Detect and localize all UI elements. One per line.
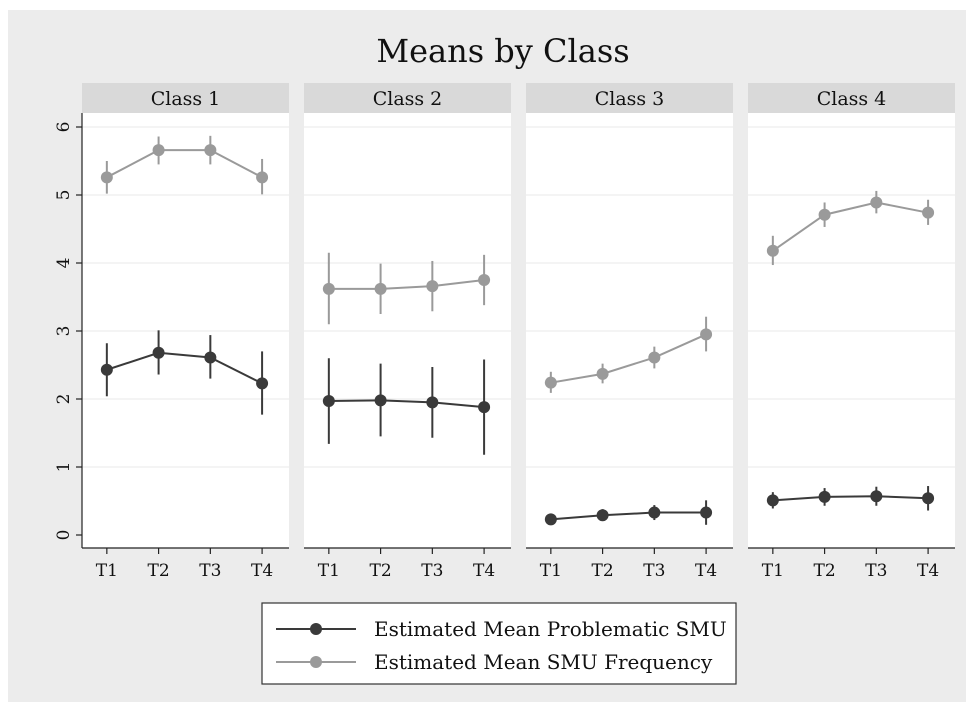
- data-point: [922, 206, 935, 219]
- panel-header: [82, 83, 289, 113]
- x-tick-label: T2: [148, 561, 170, 581]
- x-tick-label: T1: [96, 561, 118, 581]
- data-point: [152, 346, 165, 359]
- legend-label: Estimated Mean SMU Frequency: [374, 650, 713, 674]
- data-point: [870, 196, 883, 209]
- panel-label: Class 1: [151, 88, 221, 110]
- x-tick-label: T3: [421, 561, 443, 581]
- panel-3: Class 3 T1 T2 T3 T4: [526, 83, 733, 581]
- x-tick-label: T3: [199, 561, 221, 581]
- data-point: [648, 506, 661, 519]
- series-problematic-smu: [544, 500, 713, 526]
- data-point: [256, 377, 269, 390]
- legend-label: Estimated Mean Problematic SMU: [374, 617, 727, 641]
- x-tick-label: T4: [251, 561, 273, 581]
- x-tick-label: T1: [762, 561, 784, 581]
- data-point: [204, 351, 217, 364]
- panel-header: [748, 83, 955, 113]
- x-tick-label: T1: [318, 561, 340, 581]
- y-tick-label: 5: [54, 190, 74, 201]
- data-point: [870, 490, 883, 503]
- panel-header: [304, 83, 511, 113]
- series-line: [328, 399, 485, 409]
- data-point: [818, 208, 831, 221]
- x-tick-label: T4: [917, 561, 939, 581]
- panel-label: Class 4: [817, 88, 887, 110]
- panels-group: Class 1 T1 T2 T3 T4 Class 2 T1 T2 T3 T4 Class 3 T1 T…: [54, 83, 955, 581]
- x-tick-label: T2: [592, 561, 614, 581]
- panel-4: Class 4 T1 T2 T3 T4: [748, 83, 955, 581]
- series-line: [550, 511, 707, 521]
- series-line: [106, 351, 263, 385]
- data-point: [544, 513, 557, 526]
- data-point: [544, 376, 557, 389]
- panel-label: Class 3: [595, 88, 665, 110]
- data-point: [766, 494, 779, 507]
- data-point: [374, 282, 387, 295]
- legend-marker: [310, 623, 322, 635]
- y-axis: 0 1 2 3 4 5 6: [54, 113, 83, 548]
- data-point: [700, 506, 713, 519]
- series-smu-frequency: [544, 316, 713, 393]
- panel-1: Class 1 T1 T2 T3 T4: [82, 83, 289, 581]
- series-problematic-smu: [766, 486, 935, 511]
- data-point: [152, 144, 165, 157]
- data-point: [596, 367, 609, 380]
- series-line: [550, 333, 707, 384]
- series-line: [328, 279, 485, 290]
- series-problematic-smu: [100, 330, 269, 415]
- series-smu-frequency: [322, 252, 491, 325]
- y-tick-label: 3: [54, 326, 74, 337]
- data-point: [204, 144, 217, 157]
- data-point: [596, 509, 609, 522]
- data-point: [100, 363, 113, 376]
- y-tick-label: 4: [54, 258, 74, 269]
- series-line: [772, 201, 929, 252]
- data-point: [322, 282, 335, 295]
- x-tick-label: T3: [865, 561, 887, 581]
- data-point: [374, 394, 387, 407]
- data-point: [426, 396, 439, 409]
- data-point: [766, 244, 779, 257]
- y-tick-label: 2: [54, 394, 74, 405]
- legend-marker: [310, 656, 322, 668]
- y-tick-label: 0: [54, 530, 74, 541]
- data-point: [818, 490, 831, 503]
- data-point: [322, 395, 335, 408]
- legend-box: [261, 602, 737, 685]
- y-tick-label: 6: [54, 122, 74, 133]
- legend-entry: Estimated Mean SMU Frequency: [276, 650, 713, 674]
- chart-title: Means by Class: [376, 32, 629, 70]
- legend-entry: Estimated Mean Problematic SMU: [276, 617, 727, 641]
- legend: Estimated Mean Problematic SMU Estimated …: [261, 602, 737, 685]
- data-point: [478, 401, 491, 414]
- x-tick-label: T3: [643, 561, 665, 581]
- x-tick-label: T4: [695, 561, 717, 581]
- x-tick-label: T2: [370, 561, 392, 581]
- x-tick-label: T4: [473, 561, 495, 581]
- series-smu-frequency: [766, 190, 935, 266]
- data-point: [100, 171, 113, 184]
- x-tick-label: T2: [814, 561, 836, 581]
- panel-label: Class 2: [373, 88, 443, 110]
- series-problematic-smu: [322, 358, 491, 455]
- x-tick-label: T1: [540, 561, 562, 581]
- series-line: [772, 495, 929, 502]
- data-point: [700, 328, 713, 341]
- panel-header: [526, 83, 733, 113]
- panel-2: Class 2 T1 T2 T3 T4: [304, 83, 511, 581]
- data-point: [426, 280, 439, 293]
- data-point: [256, 171, 269, 184]
- y-tick-label: 1: [54, 462, 74, 473]
- data-point: [478, 274, 491, 286]
- data-point: [922, 492, 935, 505]
- series-line: [106, 149, 263, 179]
- data-point: [648, 351, 661, 364]
- series-smu-frequency: [100, 135, 269, 195]
